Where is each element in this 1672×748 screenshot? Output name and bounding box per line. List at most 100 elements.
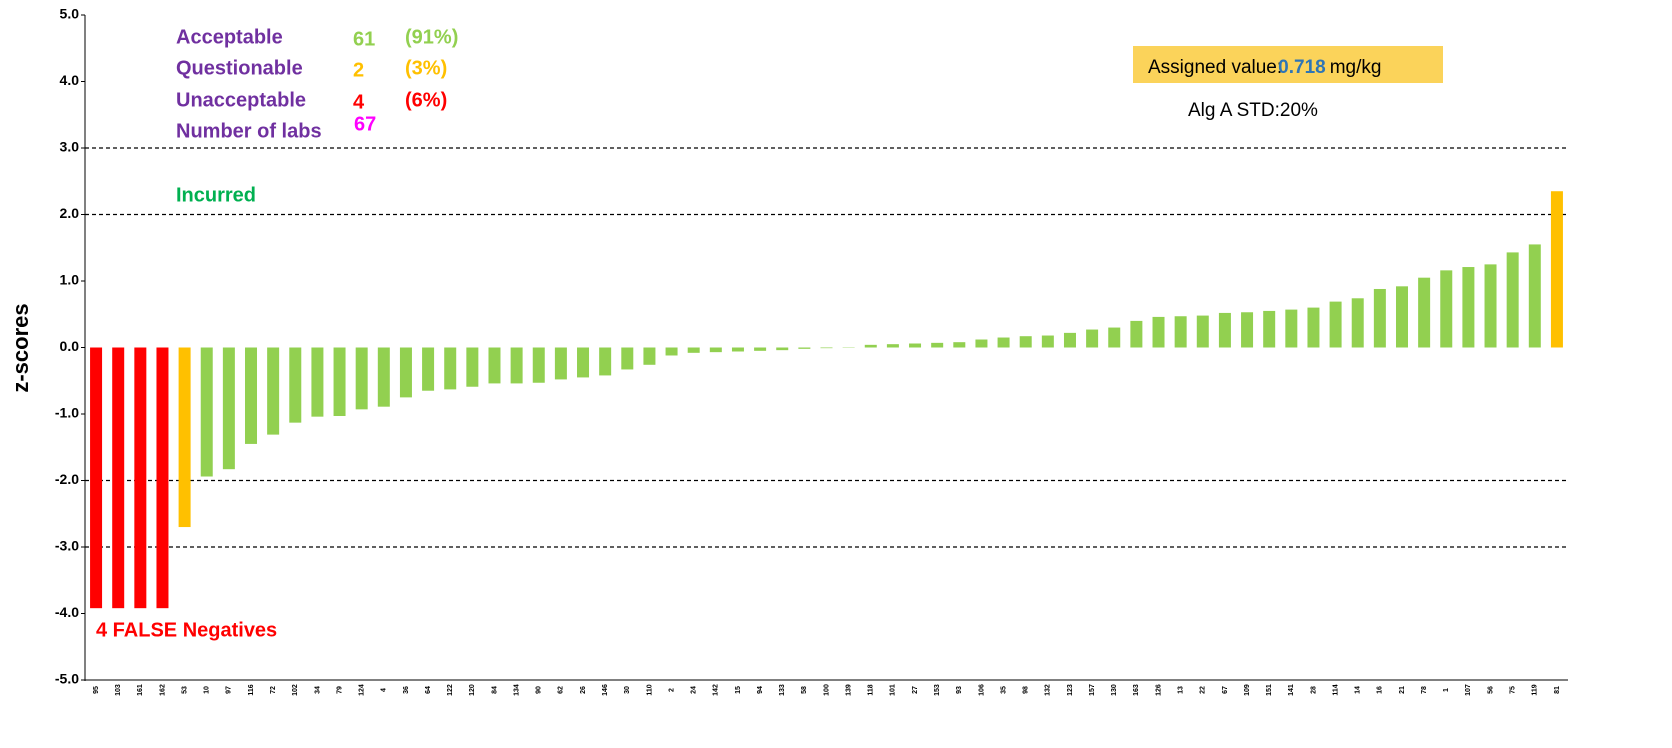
bar bbox=[90, 347, 103, 609]
summary-label: Questionable bbox=[176, 57, 303, 79]
summary-label: Unacceptable bbox=[176, 89, 306, 111]
bar bbox=[577, 347, 590, 378]
x-tick-label: 27 bbox=[912, 686, 919, 694]
x-tick-label: 124 bbox=[359, 684, 366, 696]
bar bbox=[488, 347, 501, 384]
x-tick-label: 53 bbox=[181, 686, 188, 694]
annotation: 4 FALSE Negatives bbox=[96, 619, 277, 641]
bar bbox=[1263, 310, 1276, 348]
bar bbox=[1241, 312, 1254, 348]
x-tick-label: 107 bbox=[1465, 684, 1472, 696]
x-tick-label: 130 bbox=[1111, 684, 1118, 696]
x-tick-label: 26 bbox=[580, 686, 587, 694]
bar bbox=[1130, 320, 1143, 348]
x-tick-label: 162 bbox=[159, 684, 166, 696]
x-tick-label: 15 bbox=[735, 686, 742, 694]
bar bbox=[1550, 191, 1563, 348]
bar bbox=[112, 347, 125, 609]
x-tick-label: 56 bbox=[1487, 686, 1494, 694]
summary-percent: (91%) bbox=[405, 26, 458, 48]
bar bbox=[510, 347, 523, 384]
bar bbox=[1174, 316, 1187, 348]
bar bbox=[466, 347, 479, 387]
y-tick-label: 2.0 bbox=[60, 205, 80, 221]
bar bbox=[333, 347, 346, 416]
x-tick-label: 157 bbox=[1089, 684, 1096, 696]
x-tick-label: 122 bbox=[447, 684, 454, 696]
bar bbox=[1351, 298, 1364, 348]
assigned-value-box bbox=[1133, 46, 1443, 83]
x-tick-label: 118 bbox=[868, 684, 875, 695]
x-tick-label: 139 bbox=[845, 684, 852, 696]
x-tick-label: 103 bbox=[115, 684, 122, 696]
bar bbox=[1019, 336, 1032, 348]
x-tick-label: 64 bbox=[425, 686, 432, 694]
x-tick-label: 100 bbox=[823, 684, 830, 696]
bar bbox=[1440, 270, 1453, 348]
bar bbox=[754, 347, 767, 351]
x-tick-label: 81 bbox=[1554, 686, 1561, 694]
x-tick-label: 142 bbox=[713, 684, 720, 696]
bar bbox=[731, 347, 744, 352]
x-tick-label: 34 bbox=[314, 686, 321, 694]
bar bbox=[599, 347, 612, 376]
x-tick-label: 30 bbox=[624, 686, 631, 694]
x-tick-label: 1 bbox=[1443, 688, 1450, 692]
assigned-value: Assigned value:0.718 mg/kg bbox=[1148, 57, 1381, 78]
x-tick-label: 58 bbox=[801, 686, 808, 694]
std-label: Alg A STD: bbox=[1188, 100, 1280, 121]
bar bbox=[1395, 286, 1408, 348]
x-tick-label: 102 bbox=[292, 684, 299, 696]
bar bbox=[1086, 329, 1099, 348]
bar bbox=[886, 344, 899, 348]
x-tick-label: 14 bbox=[1355, 686, 1362, 694]
summary-label: Acceptable bbox=[176, 26, 283, 48]
x-tick-label: 134 bbox=[513, 684, 520, 696]
x-tick-label: 16 bbox=[1377, 686, 1384, 694]
bar bbox=[222, 347, 235, 470]
x-tick-label: 62 bbox=[558, 686, 565, 694]
x-tick-label: 79 bbox=[336, 686, 343, 694]
bar bbox=[621, 347, 634, 370]
bar bbox=[289, 347, 302, 423]
x-tick-label: 132 bbox=[1045, 684, 1052, 696]
x-tick-label: 90 bbox=[536, 686, 543, 694]
bar bbox=[1063, 332, 1076, 348]
bar bbox=[709, 347, 722, 353]
x-tick-label: 146 bbox=[602, 684, 609, 696]
assigned-label: Assigned value: bbox=[1148, 57, 1282, 78]
y-tick-label: 3.0 bbox=[60, 139, 80, 155]
y-tick-label: -5.0 bbox=[55, 671, 79, 687]
bar bbox=[355, 347, 368, 410]
x-tick-label: 141 bbox=[1288, 684, 1295, 696]
x-tick-label: 78 bbox=[1421, 686, 1428, 694]
x-tick-label: 4 bbox=[381, 688, 388, 692]
summary-label: Number of labs bbox=[176, 120, 322, 142]
x-tick-label: 120 bbox=[469, 684, 476, 696]
bar bbox=[267, 347, 280, 435]
bar bbox=[200, 347, 213, 477]
x-tick-label: 24 bbox=[691, 686, 698, 694]
x-tick-label: 110 bbox=[646, 684, 653, 695]
bar bbox=[1506, 252, 1519, 348]
std-value: 20% bbox=[1280, 100, 1318, 121]
bar bbox=[953, 342, 966, 348]
x-tick-label: 161 bbox=[137, 684, 144, 696]
x-tick-label: 114 bbox=[1332, 684, 1339, 695]
x-tick-label: 98 bbox=[1023, 686, 1030, 694]
bar bbox=[1484, 264, 1497, 348]
summary-percent: (6%) bbox=[405, 89, 447, 111]
assigned-unit: mg/kg bbox=[1330, 57, 1382, 78]
annotation: Incurred bbox=[176, 184, 256, 206]
x-tick-label: 28 bbox=[1310, 686, 1317, 694]
x-tick-label: 95 bbox=[93, 686, 100, 694]
bar bbox=[1218, 312, 1231, 348]
summary-percent: (3%) bbox=[405, 57, 447, 79]
x-tick-label: 84 bbox=[491, 686, 498, 694]
y-tick-label: -1.0 bbox=[55, 405, 79, 421]
y-tick-label: 5.0 bbox=[60, 6, 80, 22]
assigned-number: 0.718 bbox=[1278, 57, 1326, 78]
bar bbox=[1462, 267, 1475, 348]
x-tick-label: 133 bbox=[779, 684, 786, 696]
